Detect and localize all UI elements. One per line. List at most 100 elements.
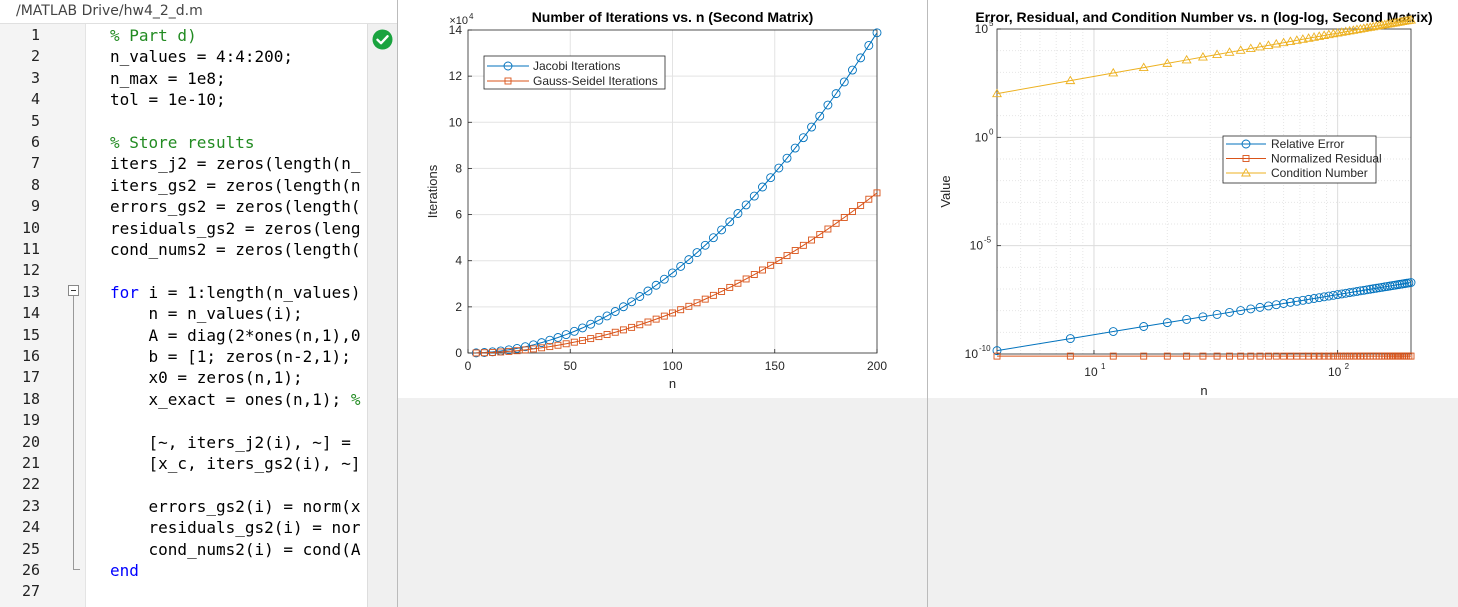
code-line[interactable]: iters_gs2 = zeros(length(n bbox=[110, 175, 360, 196]
data-point bbox=[537, 338, 547, 348]
line-number: 26 bbox=[21, 561, 40, 579]
code-line[interactable]: n_max = 1e8; bbox=[110, 68, 226, 89]
code-line[interactable]: residuals_gs2 = zeros(leng bbox=[110, 218, 360, 239]
data-point bbox=[1199, 352, 1207, 360]
code-line[interactable]: cond_nums2 = zeros(length( bbox=[110, 239, 360, 260]
code-line[interactable]: n = n_values(i); bbox=[110, 303, 303, 324]
data-point bbox=[824, 225, 832, 233]
data-point bbox=[1255, 302, 1265, 312]
code-line[interactable]: b = [1; zeros(n-2,1); bbox=[110, 346, 360, 367]
code-line[interactable]: for i = 1:length(n_values) bbox=[110, 282, 360, 303]
data-point bbox=[1246, 304, 1256, 314]
line-number: 2 bbox=[30, 47, 40, 66]
data-point bbox=[798, 133, 808, 143]
y-tick-label: 8 bbox=[455, 161, 462, 175]
y-tick-label: 12 bbox=[449, 69, 463, 83]
y-tick-label-base: 10 bbox=[970, 239, 984, 253]
code-line[interactable]: errors_gs2 = zeros(length( bbox=[110, 196, 360, 217]
code-line[interactable]: % Store results bbox=[110, 132, 255, 153]
x-axis-label: n bbox=[1200, 383, 1207, 398]
legend-label: Relative Error bbox=[1271, 137, 1344, 151]
data-point bbox=[603, 331, 611, 338]
data-point bbox=[831, 89, 841, 99]
data-point bbox=[1368, 21, 1379, 31]
data-point bbox=[561, 330, 571, 340]
data-point bbox=[1303, 33, 1314, 42]
data-point bbox=[783, 252, 791, 260]
code-line[interactable]: x0 = zeros(n,1); bbox=[110, 367, 303, 388]
data-point bbox=[480, 349, 488, 357]
data-point bbox=[619, 326, 627, 334]
data-point bbox=[1224, 47, 1235, 56]
code-line[interactable]: iters_j2 = zeros(length(n_ bbox=[110, 153, 360, 174]
data-point bbox=[513, 347, 521, 355]
data-point bbox=[734, 279, 742, 287]
legend-label: Normalized Residual bbox=[1271, 152, 1382, 166]
data-point bbox=[782, 153, 792, 163]
code-line[interactable]: residuals_gs2(i) = nor bbox=[110, 517, 361, 538]
line-number: 15 bbox=[21, 325, 40, 344]
code-token: A = diag(2*ones(n,1),0 bbox=[110, 325, 361, 345]
code-line[interactable]: A = diag(2*ones(n,1),0 bbox=[110, 325, 361, 346]
data-point bbox=[569, 326, 579, 336]
y-tick-label: 0 bbox=[455, 346, 462, 360]
code-token: end bbox=[110, 561, 139, 580]
data-point bbox=[1280, 352, 1288, 360]
series-jacobi bbox=[471, 28, 882, 358]
data-point bbox=[636, 321, 644, 329]
code-area[interactable]: % Part d) n_values = 4:4:200; n_max = 1e8;… bbox=[86, 24, 367, 607]
y-exponent-label: ×10 bbox=[449, 15, 468, 27]
y-tick-label-exp: -5 bbox=[984, 236, 992, 245]
data-point bbox=[1292, 296, 1302, 306]
data-point bbox=[677, 306, 685, 314]
line-number: 19 bbox=[21, 411, 40, 430]
data-point bbox=[1212, 49, 1223, 58]
data-point bbox=[1264, 352, 1272, 360]
code-line[interactable]: n_values = 4:4:200; bbox=[110, 46, 293, 67]
code-token: n_max = 1e8; bbox=[110, 68, 226, 88]
code-line[interactable]: end bbox=[110, 560, 139, 581]
data-point bbox=[497, 348, 505, 356]
line-number: 16 bbox=[21, 347, 40, 365]
data-point bbox=[865, 195, 873, 203]
data-point bbox=[521, 346, 529, 354]
data-point bbox=[1225, 307, 1234, 317]
data-point bbox=[668, 268, 677, 278]
code-line[interactable]: errors_gs2(i) = norm(x bbox=[110, 496, 361, 517]
line-number: 13 bbox=[21, 282, 40, 301]
code-line[interactable]: cond_nums2(i) = cond(A bbox=[110, 539, 361, 560]
data-point bbox=[815, 111, 825, 121]
x-tick-label-base: 10 bbox=[1328, 365, 1342, 379]
code-token: residuals_gs2(i) = nor bbox=[110, 518, 361, 538]
data-point bbox=[676, 261, 686, 271]
code-line[interactable]: x_exact = ones(n,1); % bbox=[110, 389, 361, 410]
x-tick-label-exp: 2 bbox=[1345, 362, 1350, 371]
data-point bbox=[832, 219, 840, 227]
data-point bbox=[1254, 41, 1265, 51]
y-tick-label: 6 bbox=[455, 208, 462, 222]
data-point bbox=[775, 257, 783, 264]
code-line[interactable]: tol = 1e-10; bbox=[110, 89, 226, 110]
code-line[interactable]: [x_c, iters_gs2(i), ~] bbox=[110, 453, 361, 474]
data-point bbox=[1365, 22, 1376, 31]
legend-box bbox=[483, 55, 666, 90]
data-point bbox=[864, 40, 874, 50]
file-path: /MATLAB Drive/hw4_2_d.m bbox=[0, 0, 397, 24]
code-line[interactable]: [~, iters_j2(i), ~] = bbox=[110, 432, 360, 453]
data-point bbox=[1379, 19, 1390, 29]
legend-marker bbox=[504, 77, 512, 85]
data-point bbox=[1351, 24, 1362, 34]
data-point bbox=[749, 191, 759, 201]
fold-minus-icon[interactable] bbox=[68, 285, 79, 296]
editor-scrollbar[interactable] bbox=[367, 24, 397, 607]
code-token: cond_nums2 = zeros(length( bbox=[110, 240, 361, 259]
data-point bbox=[1066, 352, 1074, 360]
y-tick-label: 14 bbox=[449, 23, 463, 37]
x-tick-label: 150 bbox=[765, 359, 785, 373]
line-number: 4 bbox=[30, 90, 40, 109]
code-token: b = [1; zeros(n-2,1); bbox=[110, 347, 361, 366]
data-point bbox=[627, 297, 637, 307]
line-number: 22 bbox=[21, 475, 40, 494]
data-point bbox=[1355, 286, 1365, 296]
code-line[interactable]: % Part d) bbox=[110, 25, 197, 46]
